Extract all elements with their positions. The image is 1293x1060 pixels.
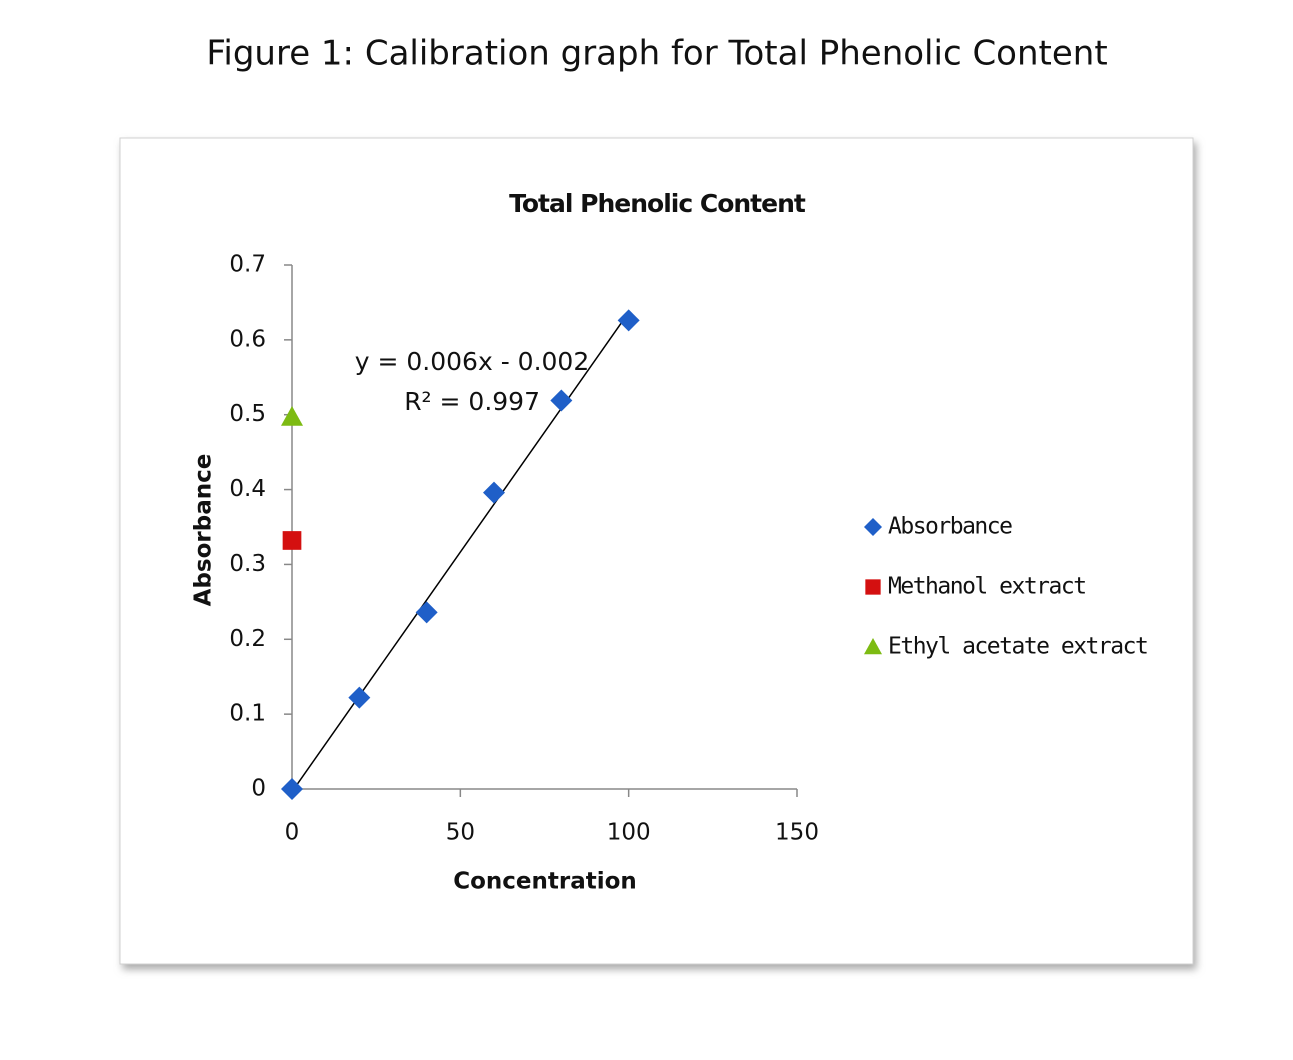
y-tick-label: 0.4 bbox=[229, 476, 266, 502]
y-tick-label: 0.3 bbox=[229, 551, 266, 577]
point bbox=[282, 531, 302, 550]
equation-label: y = 0.006x - 0.002 bbox=[355, 347, 590, 376]
y-tick-label: 0.2 bbox=[229, 626, 266, 652]
y-axis-title: Absorbance bbox=[191, 454, 217, 607]
x-tick-label: 0 bbox=[285, 820, 300, 846]
point bbox=[483, 481, 505, 504]
x-tick-label: 50 bbox=[446, 820, 475, 846]
point bbox=[415, 601, 438, 624]
y-tick-label: 0.7 bbox=[229, 252, 266, 278]
y-tick-label: 0.6 bbox=[229, 326, 266, 352]
point bbox=[617, 309, 640, 332]
trendline bbox=[291, 312, 630, 793]
legend-marker bbox=[864, 518, 882, 536]
point bbox=[550, 389, 573, 412]
y-tick-label: 0.1 bbox=[229, 701, 266, 727]
point bbox=[281, 405, 303, 426]
chart-title: Total Phenolic Content bbox=[509, 189, 806, 218]
legend-marker bbox=[864, 638, 882, 655]
x-axis-title: Concentration bbox=[453, 869, 637, 895]
r-squared-label: R² = 0.997 bbox=[404, 387, 540, 416]
figure-caption: Figure 1: Calibration graph for Total Ph… bbox=[206, 34, 1107, 74]
y-tick-label: 0 bbox=[251, 776, 266, 802]
point bbox=[348, 686, 371, 709]
x-tick-label: 150 bbox=[775, 820, 819, 846]
legend-label: Ethyl acetate extract bbox=[888, 634, 1147, 660]
legend-label: Methanol extract bbox=[888, 574, 1086, 600]
legend-marker bbox=[865, 579, 881, 595]
x-tick-label: 100 bbox=[607, 820, 651, 846]
legend-label: Absorbance bbox=[888, 514, 1012, 540]
point bbox=[281, 778, 303, 800]
chart-frame bbox=[119, 137, 1194, 965]
y-tick-label: 0.5 bbox=[229, 401, 266, 427]
